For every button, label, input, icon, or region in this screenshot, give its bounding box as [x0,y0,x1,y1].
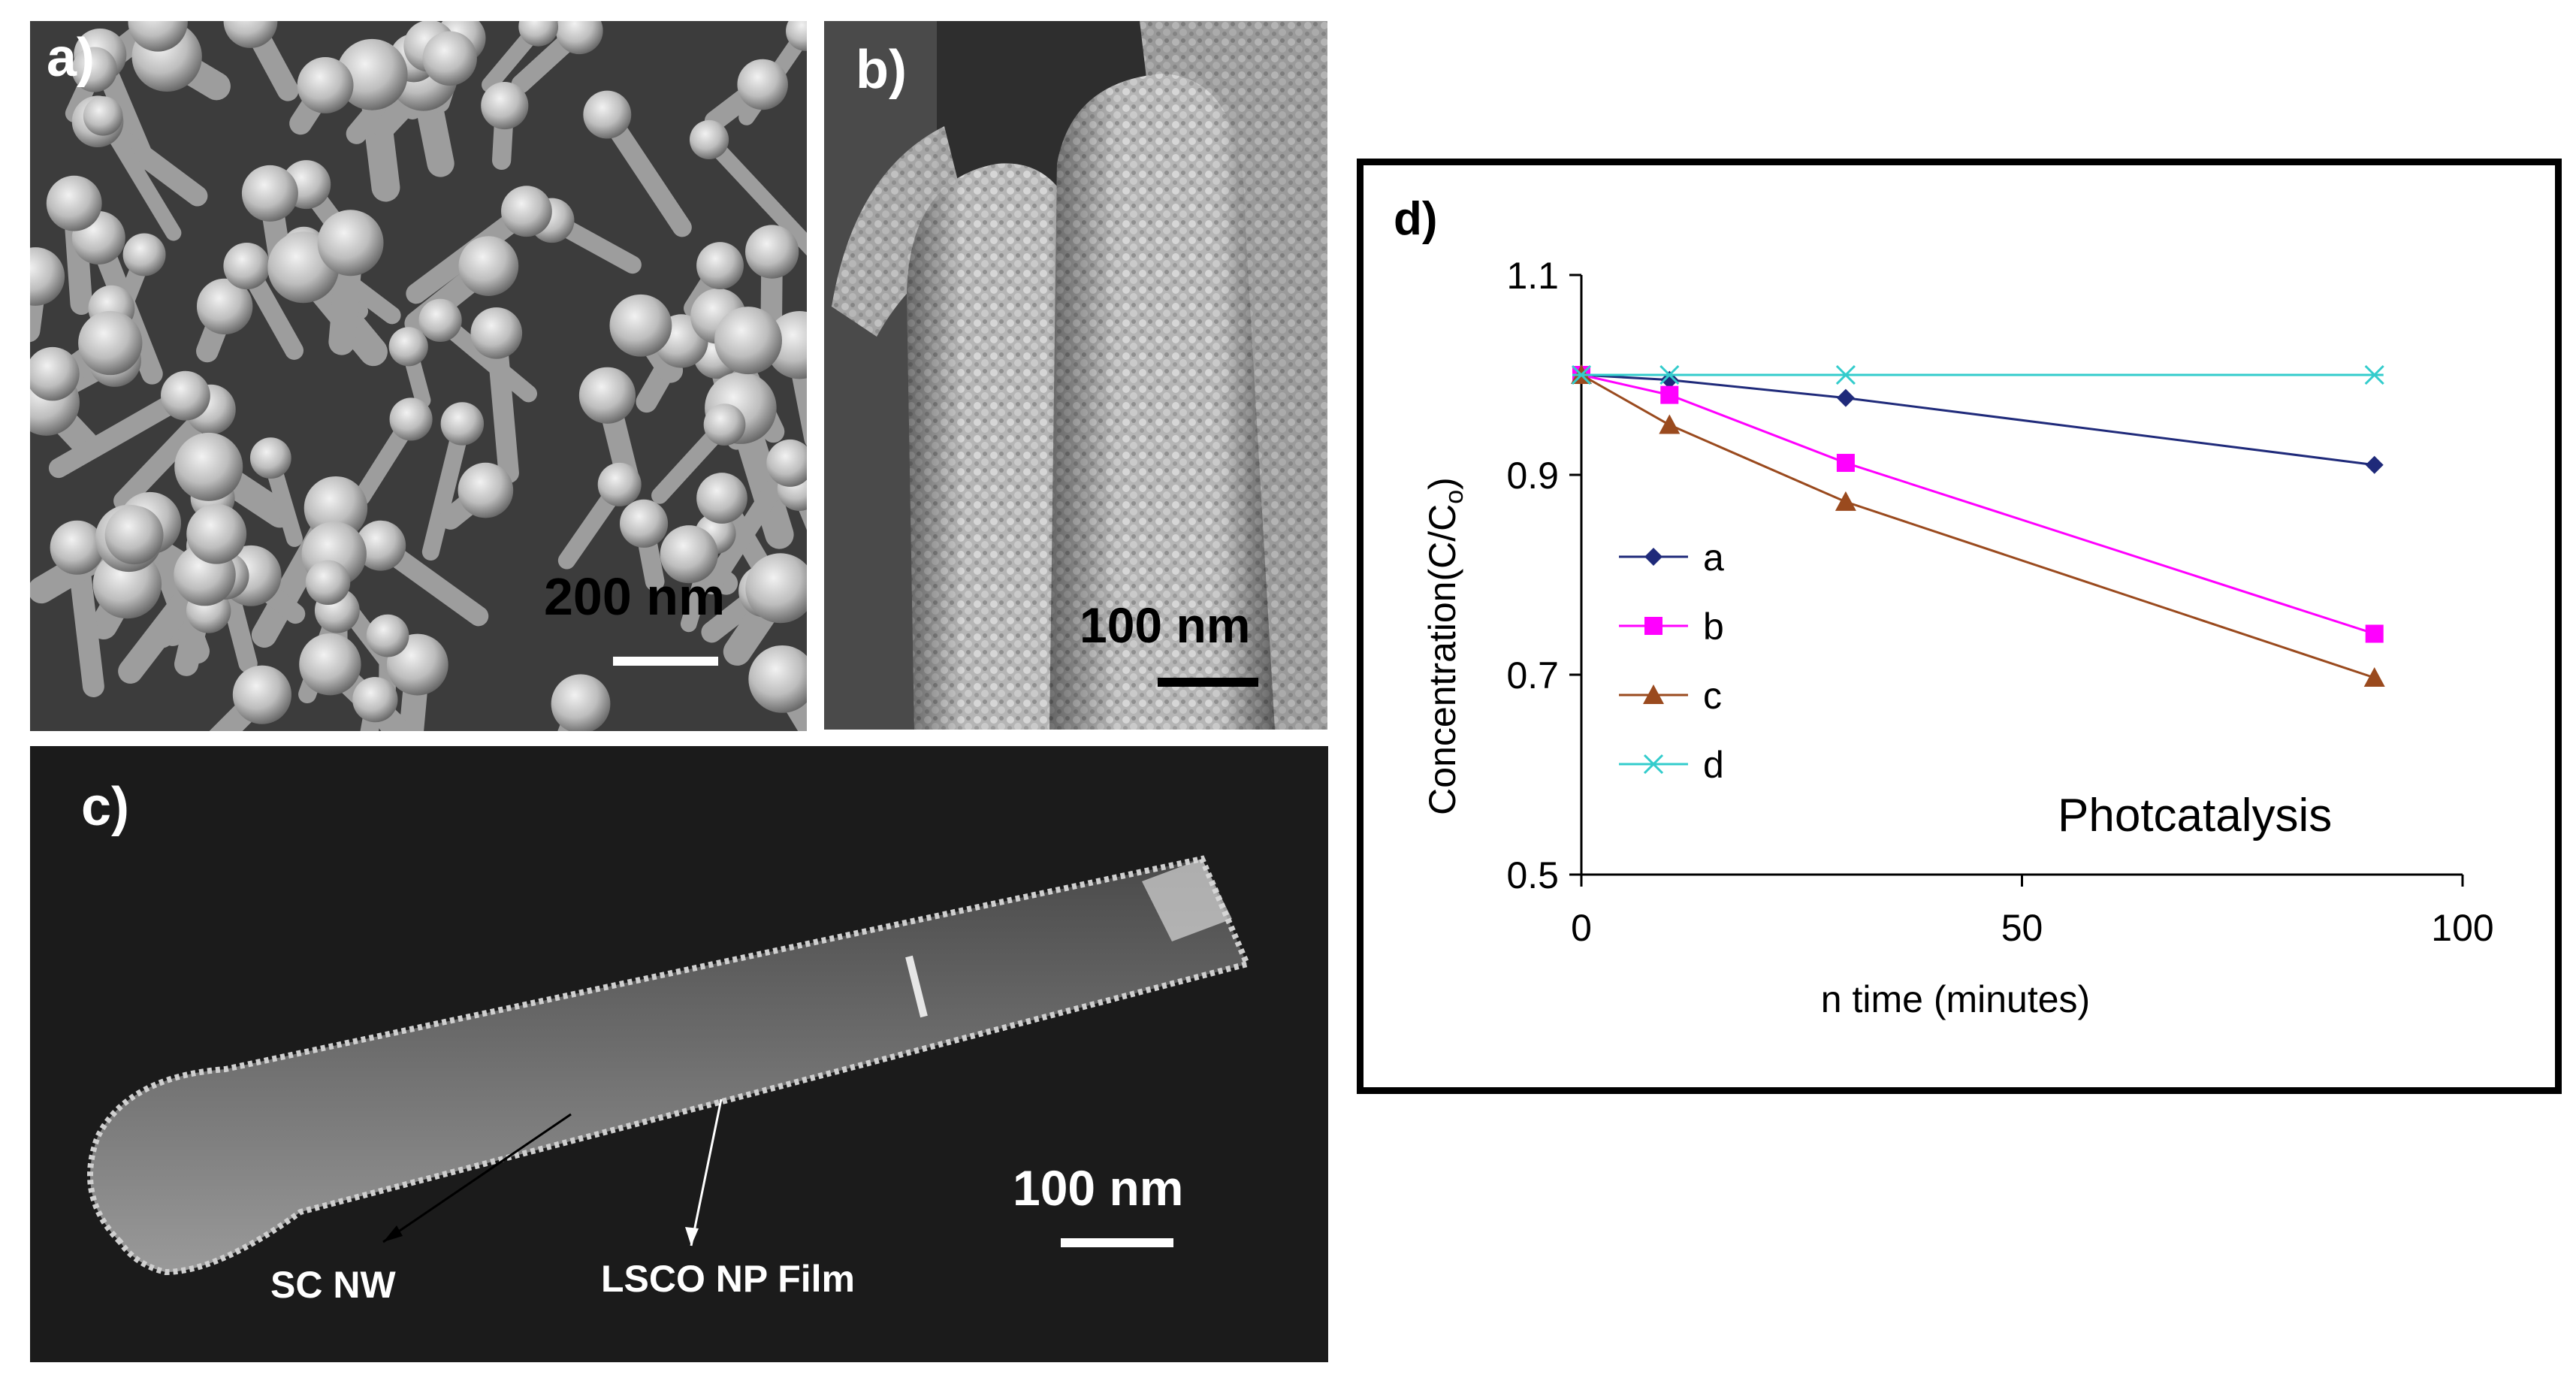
scale-label-c: 100 nm [1013,1160,1184,1216]
y-tick-label: 0.7 [1506,654,1559,697]
legend-marker [1643,684,1664,704]
data-point-a [1836,388,1855,407]
data-point-d [1659,364,1680,385]
data-point-b [1836,454,1855,473]
x-axis-label: n time (minutes) [1821,978,2090,1020]
legend-marker [1644,617,1662,635]
annotation-lsco-np-film: LSCO NP Film [601,1258,856,1300]
series-line-a [1581,373,2375,467]
legend-entry-d: d [1619,744,1724,786]
sem-panel-c: c) 100 nm SC NW LSCO NP Film [30,746,1328,1362]
series-b [1572,366,2384,643]
data-point-c [1835,491,1856,511]
data-point-b [2365,624,2384,643]
legend-marker [1644,548,1662,566]
data-point-d [2364,364,2384,385]
data-point-c [1659,414,1681,434]
scale-label-b: 100 nm [1080,597,1251,653]
series-c [1571,364,2385,687]
y-tick-label: 0.5 [1506,854,1559,896]
panel-label-a: a) [47,28,95,88]
series-line-c [1581,373,2375,679]
legend-entry-c: c [1619,675,1722,717]
x-tick-label: 0 [1571,907,1592,949]
legend-label: c [1703,675,1722,717]
scale-bar-c [1061,1238,1173,1247]
y-axis-label: Concentration(C/Co) [1421,477,1469,815]
annotation-sc-nw: SC NW [270,1264,396,1306]
legend-entry-b: b [1619,606,1724,648]
data-point-d [1835,364,1856,385]
x-tick-label: 50 [2001,907,2043,949]
legend-label: a [1703,536,1724,579]
data-point-d [1571,364,1592,385]
scale-label-a: 200 nm [544,567,726,626]
legend-label: b [1703,606,1724,648]
scale-bar-a [613,657,718,666]
series-line-b [1581,373,2375,635]
data-point-b [1660,385,1679,404]
y-axis-label-subscript: o [1440,490,1469,504]
sem-image-c [30,746,1328,1362]
y-axis-label-close: ) [1421,477,1463,490]
y-axis-label-main: Concentration(C/C [1421,504,1463,815]
panel-label-b: b) [856,40,907,100]
chart-panel-label: d) [1394,193,1438,245]
sem-panel-b: b) 100 nm [824,21,1327,730]
sem-image-a [30,21,807,731]
y-tick-label: 1.1 [1506,255,1559,297]
legend-label: d [1703,744,1724,786]
sem-image-b [824,21,1327,730]
data-point-c [2363,666,2385,687]
legend-marker [1643,754,1664,775]
y-tick-label: 0.9 [1506,455,1559,497]
chart-axes: 0.5 0.7 0.9 1.1 0 50 100 [1506,255,2493,949]
data-point-a [2365,455,2384,474]
chart-series-layer [1571,364,2385,687]
series-a [1572,366,2384,474]
scale-bar-b [1158,678,1258,687]
series-d [1571,364,2384,385]
chart-annotation: Photcatalysis [2058,790,2332,842]
panel-label-c: c) [81,777,130,837]
x-tick-label: 100 [2431,907,2493,949]
sem-panel-a: a) 200 nm [30,21,807,731]
legend-entry-a: a [1619,536,1724,579]
